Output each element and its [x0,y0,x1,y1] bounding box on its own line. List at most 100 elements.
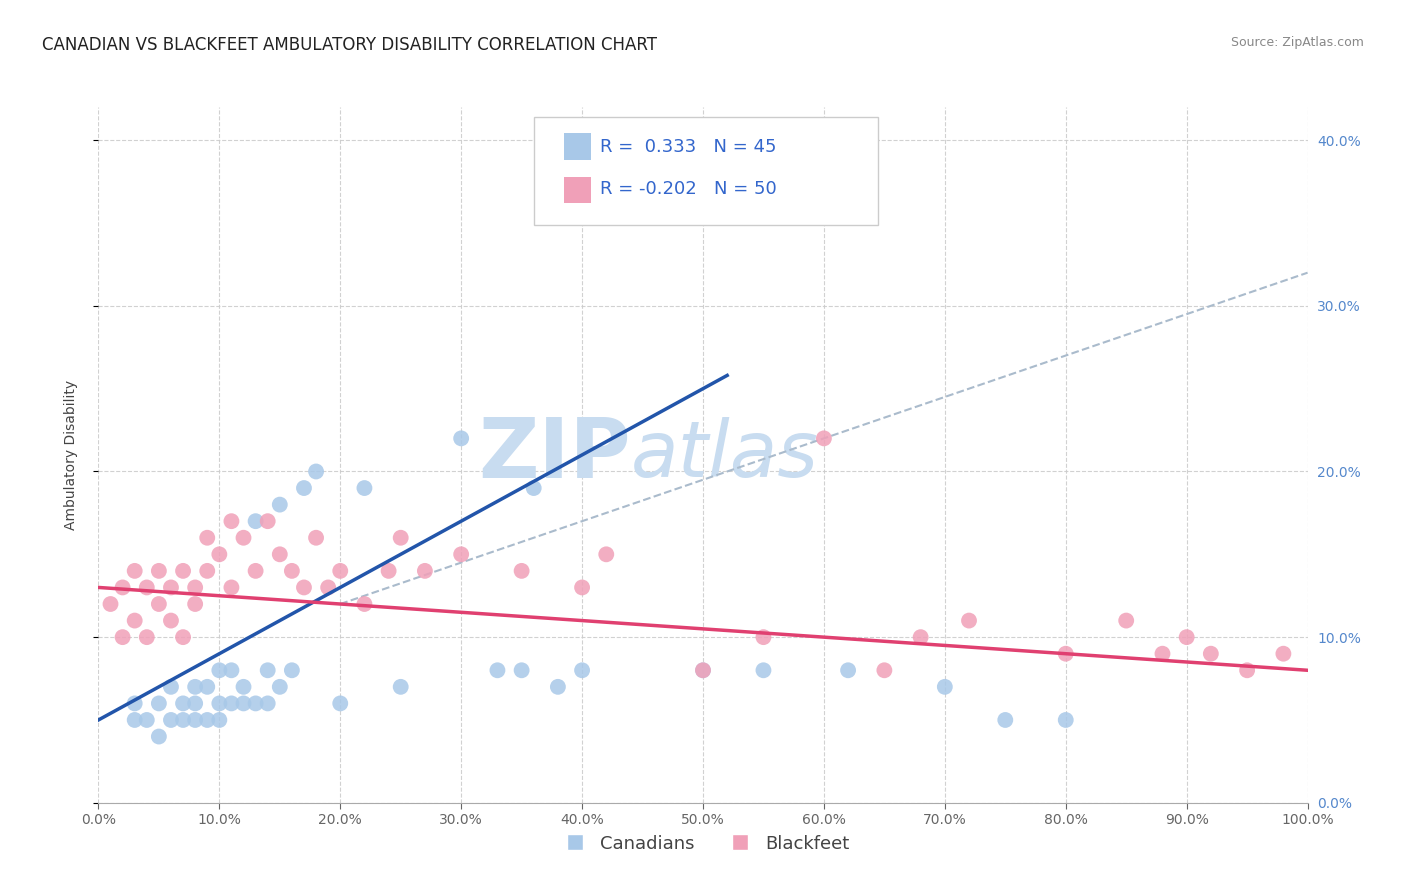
Point [813,431,835,445]
Point [316,581,339,595]
Point [160,680,183,694]
Text: ZIP: ZIP [478,415,630,495]
Point [281,564,304,578]
Point [135,713,157,727]
Point [221,697,243,711]
Point [1236,663,1258,677]
Point [256,697,278,711]
Point [269,547,291,561]
Point [510,564,533,578]
Point [994,713,1017,727]
Point [910,630,932,644]
Point [269,498,291,512]
Point [160,713,183,727]
Point [292,581,315,595]
Point [160,614,183,628]
Point [1199,647,1222,661]
Text: R =  0.333   N = 45: R = 0.333 N = 45 [600,137,776,156]
Point [221,514,243,528]
Point [172,697,194,711]
Point [1272,647,1295,661]
Point [208,547,231,561]
Legend: Canadians, Blackfeet: Canadians, Blackfeet [550,828,856,860]
Point [184,680,207,694]
Point [305,531,328,545]
Point [184,697,207,711]
Text: R = -0.202   N = 50: R = -0.202 N = 50 [600,180,778,198]
Point [245,514,267,528]
Point [752,630,775,644]
Point [221,581,243,595]
Point [957,614,980,628]
Point [571,581,593,595]
Point [221,663,243,677]
Point [752,663,775,677]
Point [195,713,218,727]
Point [353,481,375,495]
Point [256,514,278,528]
Point [232,697,254,711]
Point [377,564,399,578]
Point [195,531,218,545]
Point [692,663,714,677]
Point [172,713,194,727]
Point [934,680,956,694]
Point [523,481,546,495]
Point [486,663,509,677]
Point [692,663,714,677]
Point [232,680,254,694]
Point [1175,630,1198,644]
Y-axis label: Ambulatory Disability: Ambulatory Disability [63,380,77,530]
Point [148,564,170,578]
Point [232,531,254,545]
Point [208,713,231,727]
Point [389,680,412,694]
Point [837,663,859,677]
Point [1152,647,1174,661]
Point [172,564,194,578]
Point [305,465,328,479]
Point [208,697,231,711]
Text: CANADIAN VS BLACKFEET AMBULATORY DISABILITY CORRELATION CHART: CANADIAN VS BLACKFEET AMBULATORY DISABIL… [42,36,657,54]
Point [292,481,315,495]
Point [124,697,146,711]
Point [135,581,157,595]
Point [111,630,134,644]
Point [510,663,533,677]
Point [281,663,304,677]
Point [571,663,593,677]
Point [160,581,183,595]
Point [184,581,207,595]
Point [450,431,472,445]
Point [450,547,472,561]
Point [256,663,278,677]
Point [184,713,207,727]
Point [245,697,267,711]
Point [148,697,170,711]
Point [413,564,436,578]
Point [1115,614,1137,628]
Point [353,597,375,611]
Point [172,630,194,644]
Bar [564,177,591,203]
Point [595,547,617,561]
Point [124,614,146,628]
Point [100,597,122,611]
Point [208,663,231,677]
Point [195,680,218,694]
Text: atlas: atlas [630,417,818,493]
Point [148,730,170,744]
Point [135,630,157,644]
Point [873,663,896,677]
Point [1054,647,1077,661]
Point [184,597,207,611]
Point [124,713,146,727]
Point [329,564,352,578]
Bar [564,134,591,160]
Point [329,697,352,711]
Point [389,531,412,545]
Text: Source: ZipAtlas.com: Source: ZipAtlas.com [1230,36,1364,49]
FancyBboxPatch shape [534,118,879,226]
Point [148,597,170,611]
Point [547,680,569,694]
